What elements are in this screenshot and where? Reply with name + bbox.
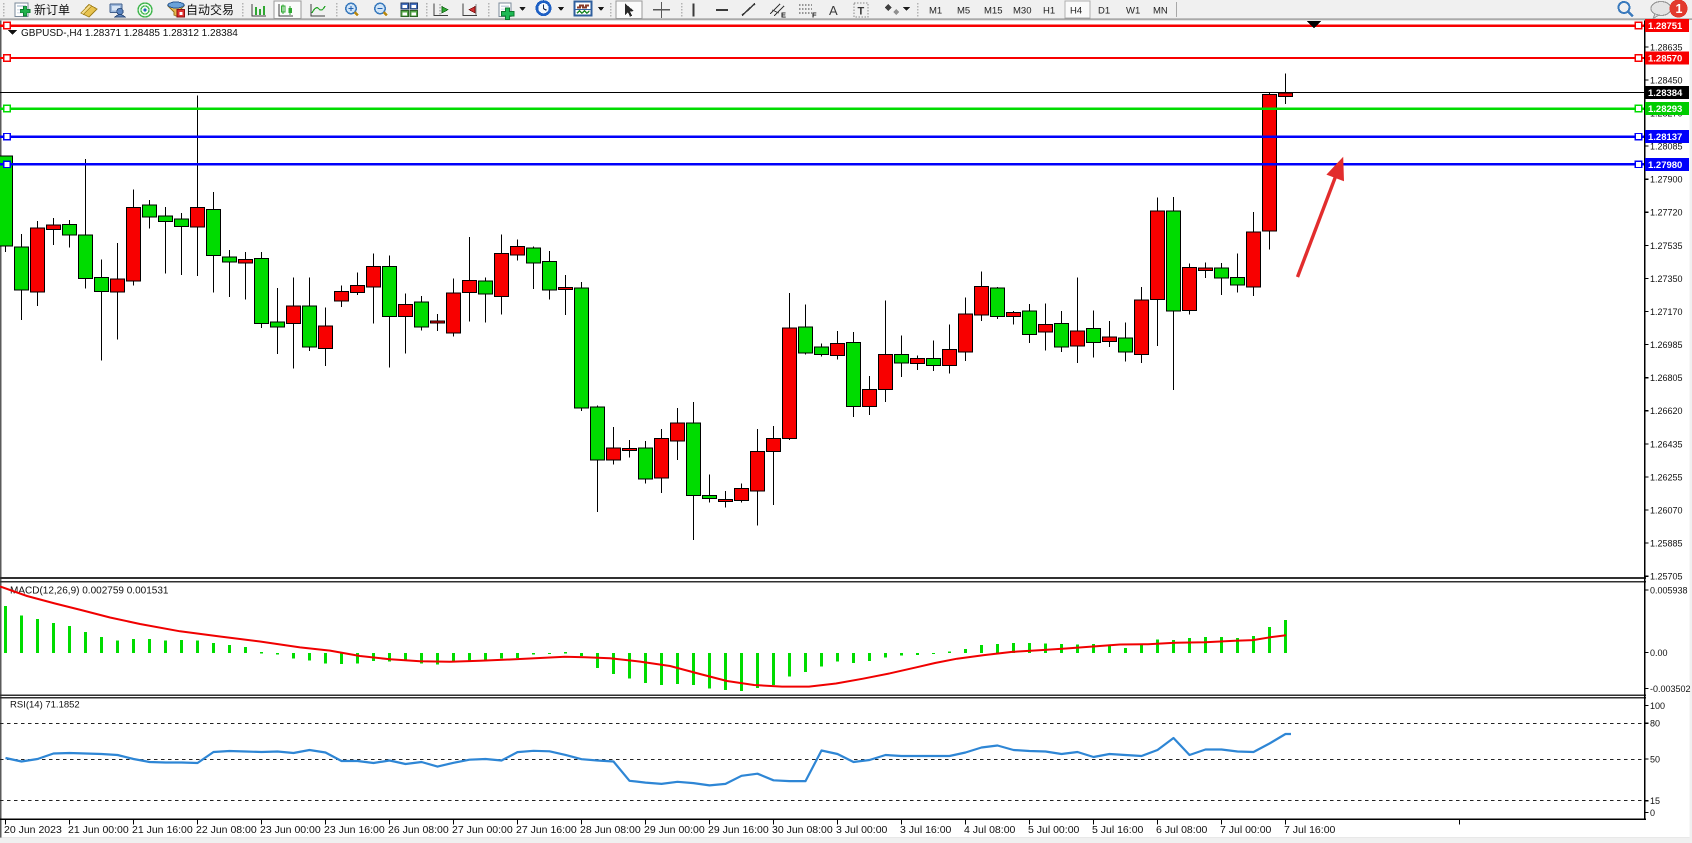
- svg-text:MN: MN: [1153, 6, 1168, 17]
- svg-text:T: T: [858, 6, 865, 18]
- svg-text:3 Jul 00:00: 3 Jul 00:00: [836, 824, 888, 836]
- svg-text:4 Jul 08:00: 4 Jul 08:00: [964, 824, 1016, 836]
- svg-text:100: 100: [1650, 701, 1665, 711]
- svg-text:M1: M1: [929, 6, 942, 17]
- svg-text:6 Jul 08:00: 6 Jul 08:00: [1156, 824, 1208, 836]
- svg-text:5 Jul 00:00: 5 Jul 00:00: [1028, 824, 1080, 836]
- svg-text:M15: M15: [984, 6, 1002, 17]
- svg-text:1.27900: 1.27900: [1650, 175, 1683, 185]
- svg-text:27 Jun 16:00: 27 Jun 16:00: [516, 824, 577, 836]
- svg-text:F: F: [812, 11, 817, 20]
- svg-text:M30: M30: [1013, 6, 1031, 17]
- svg-text:GBPUSD-,H4 1.28371 1.28485 1.: GBPUSD-,H4 1.28371 1.28485 1.28312 1.283…: [21, 28, 238, 39]
- svg-text:50: 50: [1650, 754, 1660, 764]
- svg-text:1.28635: 1.28635: [1650, 42, 1683, 52]
- svg-text:1.27350: 1.27350: [1650, 274, 1683, 284]
- svg-text:1.28751: 1.28751: [1648, 21, 1683, 32]
- svg-text:0: 0: [1650, 808, 1655, 818]
- svg-text:80: 80: [1650, 719, 1660, 729]
- svg-text:28 Jun 08:00: 28 Jun 08:00: [580, 824, 641, 836]
- svg-text:H1: H1: [1043, 6, 1055, 17]
- svg-text:29 Jun 16:00: 29 Jun 16:00: [708, 824, 769, 836]
- svg-text:21 Jun 00:00: 21 Jun 00:00: [68, 824, 129, 836]
- svg-text:21 Jun 16:00: 21 Jun 16:00: [132, 824, 193, 836]
- svg-text:1.27720: 1.27720: [1650, 208, 1683, 218]
- svg-text:26 Jun 08:00: 26 Jun 08:00: [388, 824, 449, 836]
- svg-text:5 Jul 16:00: 5 Jul 16:00: [1092, 824, 1144, 836]
- svg-text:A: A: [829, 3, 838, 18]
- svg-text:-0.003502: -0.003502: [1650, 684, 1691, 694]
- svg-text:1: 1: [1676, 2, 1683, 16]
- svg-text:20 Jun 2023: 20 Jun 2023: [4, 824, 62, 836]
- svg-text:1.27170: 1.27170: [1650, 307, 1683, 317]
- svg-text:M5: M5: [957, 6, 970, 17]
- svg-text:22 Jun 08:00: 22 Jun 08:00: [196, 824, 257, 836]
- svg-text:23 Jun 00:00: 23 Jun 00:00: [260, 824, 321, 836]
- svg-text:15: 15: [1650, 796, 1660, 806]
- svg-text:0.005938: 0.005938: [1650, 585, 1688, 595]
- svg-text:1.27535: 1.27535: [1650, 241, 1683, 251]
- svg-text:3 Jul 16:00: 3 Jul 16:00: [900, 824, 952, 836]
- svg-text:30 Jun 08:00: 30 Jun 08:00: [772, 824, 833, 836]
- svg-text:新订单: 新订单: [34, 2, 70, 17]
- svg-text:H4: H4: [1070, 6, 1082, 17]
- svg-text:1.25705: 1.25705: [1650, 572, 1683, 582]
- svg-text:E: E: [781, 11, 786, 20]
- svg-text:1.26805: 1.26805: [1650, 373, 1683, 383]
- svg-text:27 Jun 00:00: 27 Jun 00:00: [452, 824, 513, 836]
- svg-text:MACD(12,26,9) 0.002759 0.00153: MACD(12,26,9) 0.002759 0.001531: [10, 586, 169, 597]
- svg-text:1.28293: 1.28293: [1648, 104, 1682, 115]
- svg-text:1.28384: 1.28384: [1648, 88, 1683, 99]
- svg-text:RSI(14) 71.1852: RSI(14) 71.1852: [10, 700, 80, 711]
- svg-text:D1: D1: [1098, 6, 1110, 17]
- svg-text:7 Jul 16:00: 7 Jul 16:00: [1284, 824, 1336, 836]
- svg-text:7 Jul 00:00: 7 Jul 00:00: [1220, 824, 1272, 836]
- svg-text:1.28570: 1.28570: [1648, 54, 1682, 65]
- svg-text:1.28137: 1.28137: [1648, 132, 1682, 143]
- svg-text:1.26435: 1.26435: [1650, 439, 1683, 449]
- svg-text:1.26620: 1.26620: [1650, 406, 1683, 416]
- svg-text:1.26255: 1.26255: [1650, 472, 1683, 482]
- svg-text:1.26070: 1.26070: [1650, 505, 1683, 515]
- svg-text:1.26985: 1.26985: [1650, 340, 1683, 350]
- svg-text:1.25885: 1.25885: [1650, 539, 1683, 549]
- svg-text:W1: W1: [1126, 6, 1140, 17]
- svg-text:1.28085: 1.28085: [1650, 142, 1683, 152]
- svg-text:29 Jun 00:00: 29 Jun 00:00: [644, 824, 705, 836]
- svg-text:0.00: 0.00: [1650, 648, 1668, 658]
- svg-text:1.27980: 1.27980: [1648, 160, 1682, 171]
- svg-text:1.28450: 1.28450: [1650, 75, 1683, 85]
- svg-text:自动交易: 自动交易: [186, 2, 234, 17]
- svg-text:23 Jun 16:00: 23 Jun 16:00: [324, 824, 385, 836]
